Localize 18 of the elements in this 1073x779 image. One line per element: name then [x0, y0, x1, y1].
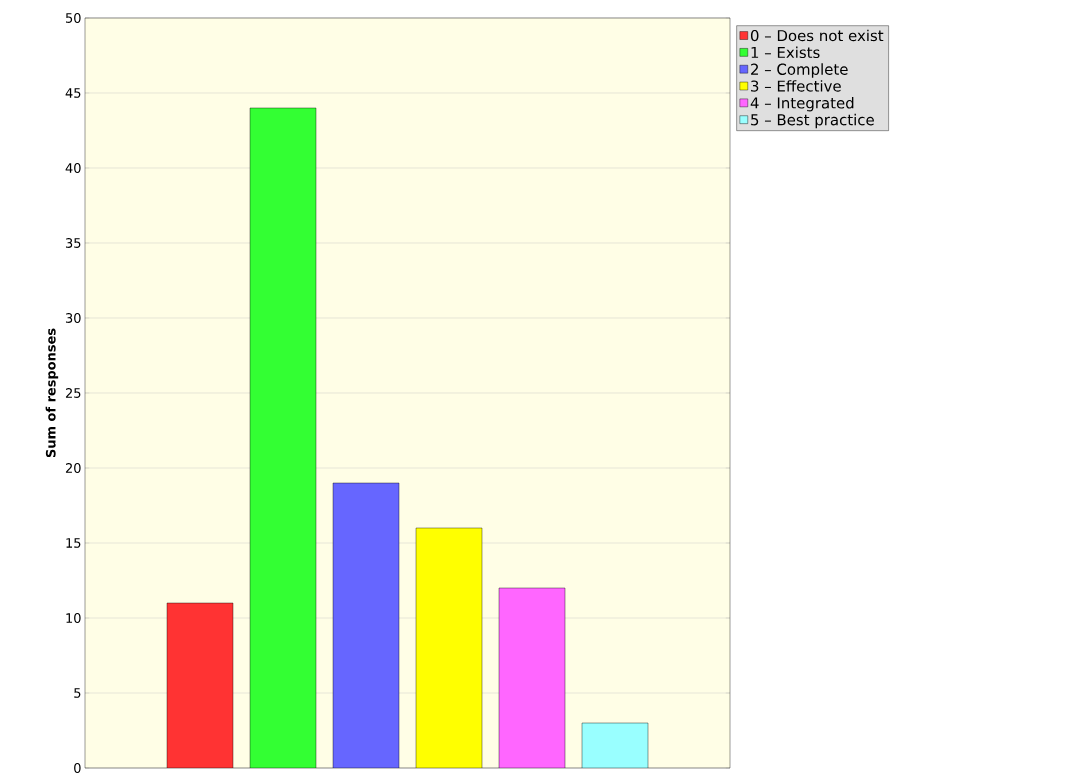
legend-label: 2 – Complete: [751, 63, 848, 78]
legend-label: 5 – Best practice: [751, 113, 874, 129]
legend-label: 0 – Does not exist: [750, 29, 884, 42]
y-tick-label: 15: [66, 538, 81, 548]
y-tick-label: 30: [65, 313, 81, 323]
y-tick-label: 35: [65, 238, 81, 248]
y-tick-label: 50: [66, 13, 81, 23]
legend-label: 3 – Effective: [751, 80, 841, 92]
y-tick-label: 40: [65, 163, 81, 173]
y-tick-label: 5: [74, 688, 81, 698]
y-axis-title: Sum of responses: [45, 328, 59, 458]
y-tick-label: 25: [65, 388, 81, 398]
legend-label: 4 – Integrated: [750, 97, 854, 112]
y-tick-label: 20: [65, 463, 81, 473]
y-tick-label: 10: [66, 613, 81, 623]
y-tick-label: 0: [74, 763, 81, 773]
y-tick-label: 45: [65, 88, 81, 98]
legend-label: 1 – Exists: [751, 46, 820, 59]
